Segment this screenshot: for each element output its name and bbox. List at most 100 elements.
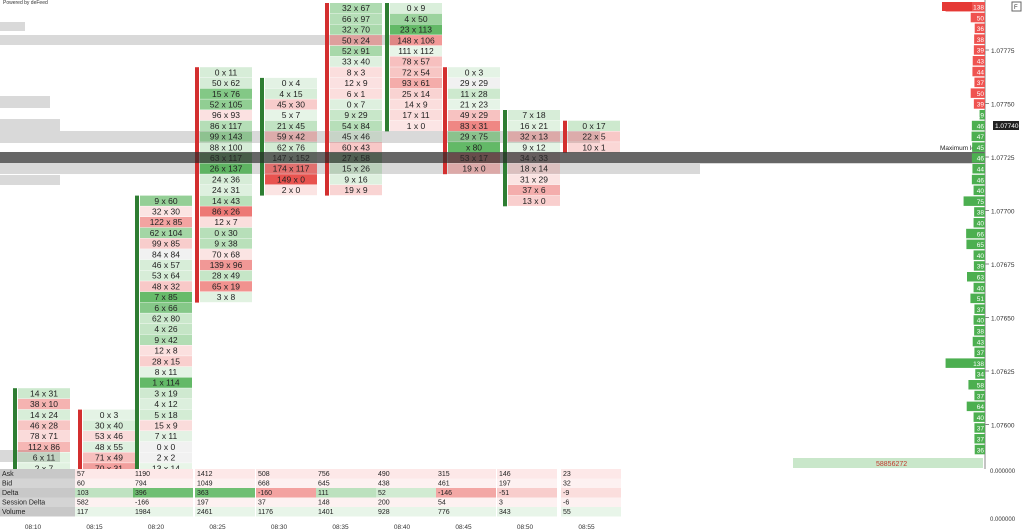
candle-body: [325, 3, 329, 196]
stats-cell: [561, 469, 621, 479]
candle-body: [260, 77, 264, 196]
footprint-cell-label: 52 x 105: [210, 100, 243, 110]
footprint-cell-label: 0 x 17: [582, 121, 605, 131]
footprint-cell: [508, 195, 560, 206]
profile-volume-bar: [974, 444, 985, 455]
poc-band: [0, 152, 985, 163]
stats-cell-label: 461: [438, 481, 450, 488]
footprint-cell-label: 14 x 43: [212, 196, 240, 206]
profile-volume-label: 44: [977, 167, 985, 174]
footprint-cell: [18, 398, 70, 410]
footprint-cell: [330, 77, 382, 89]
footprint-cell: [140, 270, 192, 281]
footprint-cell: [508, 163, 560, 174]
time-tick-label: 08:15: [86, 524, 103, 531]
profile-volume-bar: [974, 34, 985, 44]
footprint-cell: [83, 441, 135, 452]
stats-cell: [75, 507, 135, 517]
footprint-cell: [140, 388, 192, 399]
footprint-cell: [390, 45, 442, 57]
profile-volume-bar: [974, 390, 985, 401]
profile-bar: [0, 164, 700, 174]
footprint-cell: [448, 67, 500, 78]
footprint-cell: [140, 398, 192, 410]
time-tick-label: 08:10: [25, 524, 42, 531]
footprint-cell-label: 26 x 137: [210, 164, 243, 174]
footprint-cell-label: 122 x 85: [150, 217, 183, 227]
footprint-cell: [448, 88, 500, 99]
time-tick-label: 08:30: [271, 524, 288, 531]
footprint-cell: [390, 3, 442, 14]
profile-volume-bar: [975, 369, 985, 379]
time-tick-label: 08:40: [394, 524, 411, 531]
footprint-cell-label: 86 x 117: [210, 121, 242, 131]
profile-volume-label: 63: [977, 275, 985, 282]
footprint-cell-label: 48 x 55: [95, 442, 123, 452]
footprint-cell: [140, 195, 192, 206]
stats-cell-label: 490: [378, 471, 390, 478]
profile-volume-label: 50: [977, 15, 985, 22]
profile-volume-label: 40: [977, 188, 985, 195]
footprint-cell-label: 0 x 4: [282, 78, 301, 88]
stats-cell: [256, 488, 316, 498]
footprint-cell: [508, 110, 560, 121]
footprint-cell: [508, 131, 560, 142]
footprint-cell-label: 7 x 18: [522, 110, 545, 120]
stats-cell: [436, 488, 496, 498]
footprint-cell-label: 9 x 42: [154, 335, 177, 345]
profile-volume-bar: [974, 207, 985, 217]
profile-volume-bar: [974, 326, 985, 336]
profile-volume-label: 40: [977, 318, 985, 325]
stats-cell: [256, 478, 316, 488]
footprint-cell-label: 88 x 100: [210, 142, 243, 152]
footprint-cell: [568, 131, 620, 142]
stats-cell-label: 508: [258, 471, 270, 478]
stats-cell-label: 1176: [258, 509, 273, 516]
profile-volume-label: 46: [977, 156, 985, 163]
profile-volume-label: 39: [977, 102, 985, 109]
footprint-cell-label: 25 x 14: [402, 89, 430, 99]
profile-bar: [0, 175, 60, 185]
footprint-cell-label: 32 x 67: [342, 3, 370, 13]
footprint-cell: [330, 142, 382, 153]
footprint-cell: [390, 13, 442, 24]
footprint-cell: [18, 409, 70, 420]
footprint-cell-label: 99 x 143: [210, 132, 243, 142]
stats-cell: [316, 478, 376, 488]
footprint-cell: [330, 24, 382, 35]
footprint-cell: [140, 217, 192, 228]
profile-volume-bar: [973, 282, 985, 293]
price-tick-label: 1.07775: [991, 48, 1015, 55]
price-tick-label: 1.07650: [991, 316, 1015, 323]
profile-volume-bar: [973, 218, 985, 228]
stats-cell-label: 438: [378, 481, 390, 488]
footprint-cell: [200, 217, 252, 228]
footprint-cell-label: 0 x 9: [407, 3, 426, 13]
footprint-cell-label: 19 x 9: [344, 185, 367, 195]
profile-volume-label: 38: [977, 210, 985, 217]
footprint-cell-label: 37 x 6: [522, 185, 545, 195]
stats-cell: [75, 469, 135, 479]
profile-volume-bar: [970, 88, 985, 98]
footprint-cell: [140, 206, 192, 217]
stats-cell-label: 32: [563, 481, 571, 488]
profile-bar: [0, 96, 50, 108]
footprint-cell-label: 99 x 85: [152, 239, 180, 249]
stats-cell: [75, 497, 135, 507]
profile-volume-bar: [970, 12, 985, 23]
stats-cell-label: -146: [438, 490, 452, 497]
footprint-cell-label: 60 x 43: [342, 142, 370, 152]
footprint-cell: [83, 420, 135, 431]
stats-cell-label: 343: [499, 509, 511, 516]
stats-cell: [376, 507, 436, 517]
stats-cell: [497, 507, 557, 517]
profile-volume-label: 37: [977, 350, 985, 357]
footprint-cell-label: 70 x 31: [95, 463, 123, 473]
footprint-cell-label: 14 x 9: [404, 100, 427, 110]
profile-volume-bar: [973, 250, 985, 260]
footprint-cell: [330, 88, 382, 99]
footprint-cell: [200, 249, 252, 260]
footprint-cell-label: 1 x 0: [407, 121, 426, 131]
profile-volume-label: 65: [977, 242, 985, 249]
